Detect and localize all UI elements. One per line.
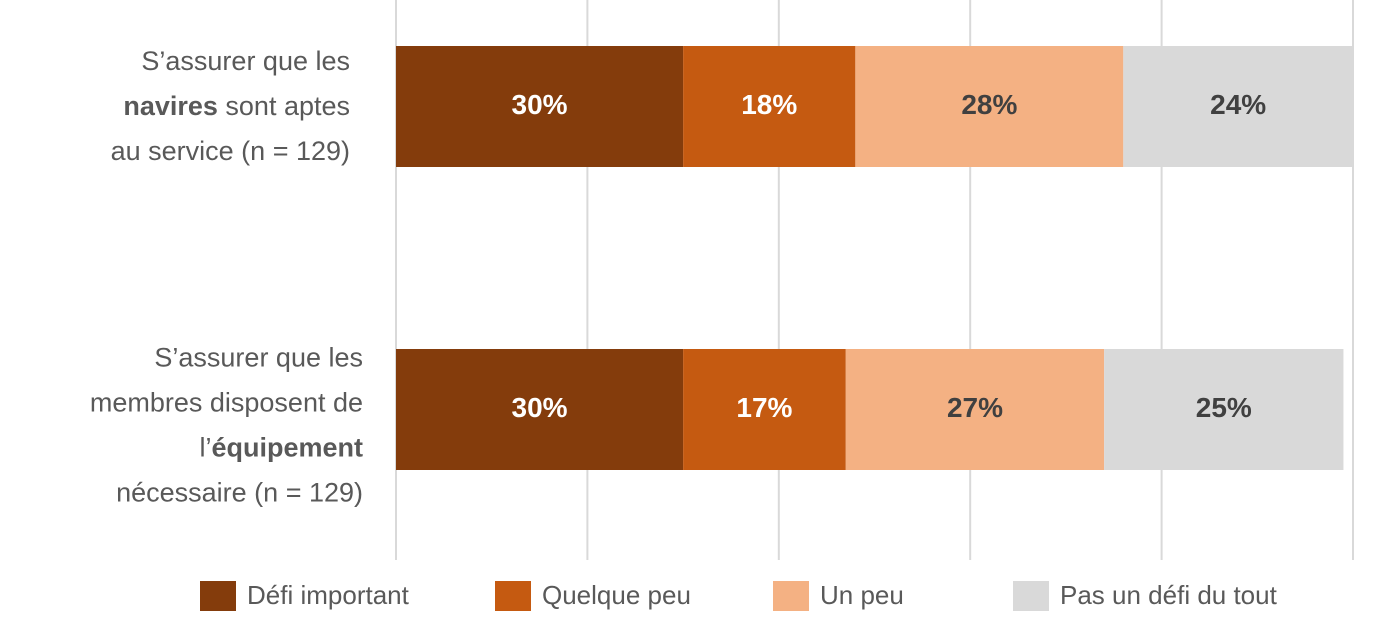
category-label: navires sont aptes xyxy=(123,91,350,121)
label-run: nécessaire (n = 129) xyxy=(116,478,363,508)
value-label: 30% xyxy=(512,89,568,120)
value-label: 17% xyxy=(736,392,792,423)
legend-swatch xyxy=(200,581,236,611)
label-run: équipement xyxy=(211,433,363,463)
value-label: 24% xyxy=(1210,89,1266,120)
category-label: au service (n = 129) xyxy=(111,136,350,166)
label-run: l’ xyxy=(199,433,211,463)
label-run: navires xyxy=(123,91,218,121)
bar-segment xyxy=(683,349,846,470)
category-label: S’assurer que les xyxy=(141,46,350,76)
legend-swatch xyxy=(495,581,531,611)
value-label: 18% xyxy=(741,89,797,120)
label-run: S’assurer que les xyxy=(154,343,363,373)
bar-segment xyxy=(845,349,1105,470)
bar-segment xyxy=(396,349,684,470)
label-run: sont aptes xyxy=(218,91,350,121)
value-label: 28% xyxy=(961,89,1017,120)
category-label: l’équipement xyxy=(199,433,363,463)
legend-swatch xyxy=(773,581,809,611)
category-label: S’assurer que les xyxy=(154,343,363,373)
bar-segment xyxy=(855,46,1124,167)
category-label: nécessaire (n = 129) xyxy=(116,478,363,508)
legend-label: Pas un défi du tout xyxy=(1060,580,1278,610)
bar-segment xyxy=(1123,46,1353,167)
value-label: 30% xyxy=(512,392,568,423)
legend-label: Un peu xyxy=(820,580,904,610)
legend-swatch xyxy=(1013,581,1049,611)
bar-segment xyxy=(683,46,856,167)
legend-label: Défi important xyxy=(247,580,410,610)
label-run: S’assurer que les xyxy=(141,46,350,76)
label-run: au service (n = 129) xyxy=(111,136,350,166)
value-label: 27% xyxy=(947,392,1003,423)
value-label: 25% xyxy=(1196,392,1252,423)
label-run: membres disposent de xyxy=(90,388,363,418)
bar-segment xyxy=(396,46,684,167)
legend-label: Quelque peu xyxy=(542,580,691,610)
bar-segment xyxy=(1104,349,1344,470)
category-label: membres disposent de xyxy=(90,388,363,418)
